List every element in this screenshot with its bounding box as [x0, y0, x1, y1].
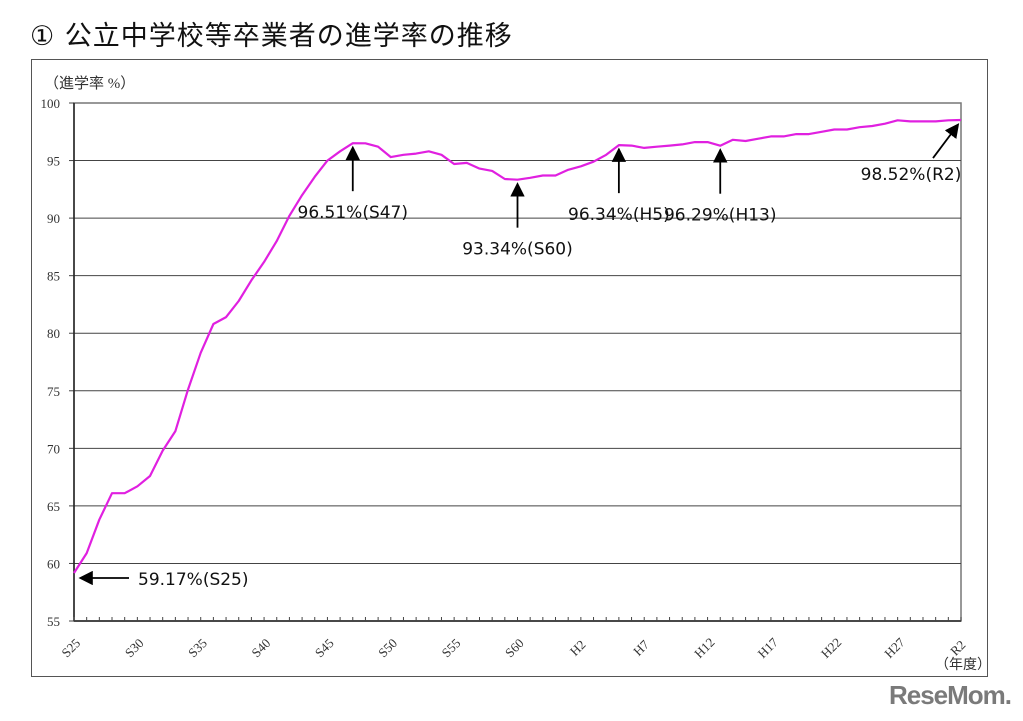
- annotation-label: 96.29%(H13): [664, 206, 777, 226]
- x-tick-label: S55: [439, 635, 464, 660]
- y-tick-label: 80: [47, 326, 60, 341]
- y-tick-label: 95: [47, 154, 60, 169]
- y-tick-label: 55: [47, 614, 60, 629]
- y-tick-label: 85: [47, 269, 60, 284]
- x-tick-label: S25: [58, 635, 83, 660]
- x-tick-label: S30: [122, 635, 147, 660]
- x-tick-label: S45: [312, 635, 337, 660]
- y-axis-label: （進学率 %）: [44, 76, 136, 92]
- y-tick-label: 100: [41, 96, 61, 111]
- y-tick-label: 60: [47, 556, 60, 571]
- x-tick-label: H7: [630, 637, 652, 659]
- annotation-label: 59.17%(S25): [138, 570, 249, 590]
- annotation-label: 96.34%(H5): [568, 205, 670, 225]
- annotation-label: 98.52%(R2): [861, 165, 962, 185]
- page-title: ① 公立中学校等卒業者の進学率の推移: [30, 21, 513, 52]
- y-tick-label: 65: [47, 499, 60, 514]
- x-tick-label: H2: [567, 637, 589, 659]
- x-tick-label: H12: [691, 635, 717, 661]
- x-tick-label: R2: [947, 637, 968, 658]
- y-tick-label: 75: [47, 384, 60, 399]
- x-tick-label: H17: [755, 634, 782, 661]
- watermark-logo: ReseMom.: [888, 680, 1012, 710]
- x-tick-label: S50: [375, 635, 400, 660]
- annotation-label: 93.34%(S60): [462, 240, 573, 260]
- x-tick-label: S35: [185, 635, 210, 660]
- x-tick-label: H27: [881, 634, 908, 661]
- annotation-label: 96.51%(S47): [298, 203, 409, 223]
- y-tick-label: 70: [47, 441, 60, 456]
- x-axis-unit-label: （年度）: [935, 658, 991, 673]
- x-tick-label: H22: [818, 635, 844, 661]
- x-tick-label: S60: [502, 635, 527, 660]
- annotation-arrow: [932, 123, 960, 159]
- data-line: [73, 118, 962, 574]
- y-tick-label: 90: [47, 211, 60, 226]
- x-tick-label: S40: [248, 635, 273, 660]
- chart-frame: [31, 59, 988, 677]
